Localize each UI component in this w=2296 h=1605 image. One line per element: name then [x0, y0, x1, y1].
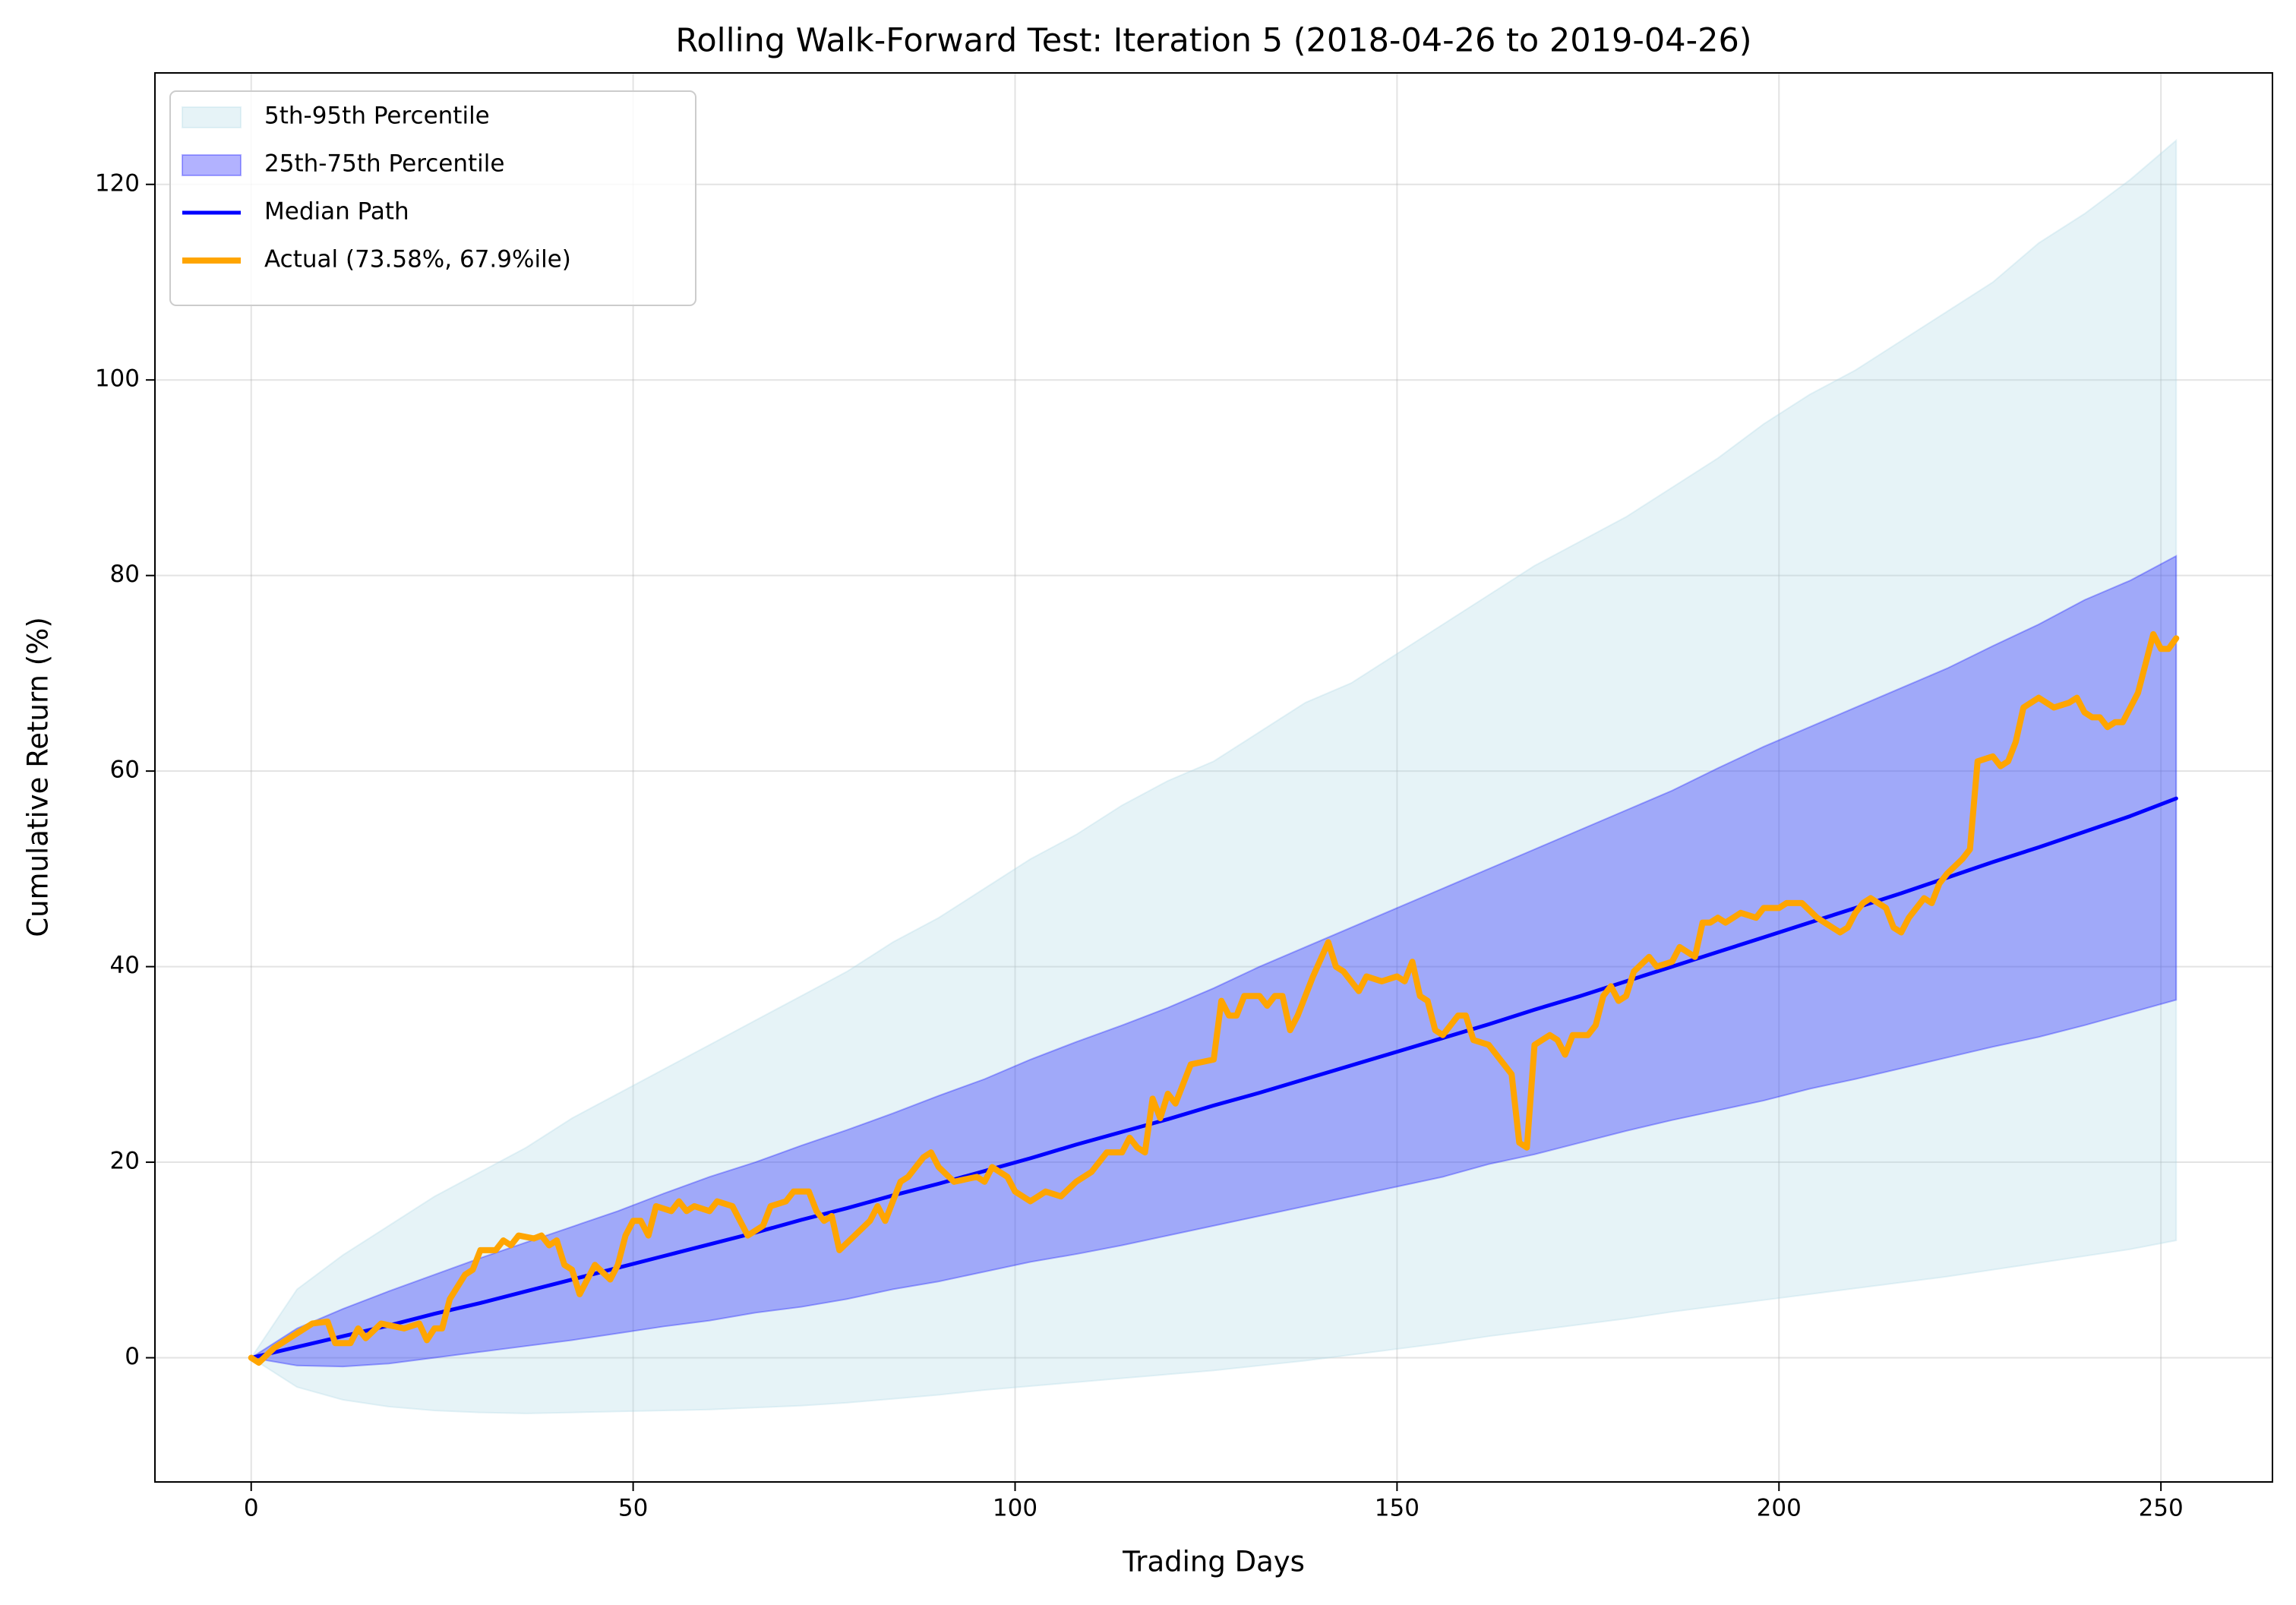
legend-label: Actual (73.58%, 67.9%ile) [264, 246, 571, 273]
legend-label: 5th-95th Percentile [264, 103, 490, 130]
plot-area [248, 138, 2180, 1414]
x-tick-label: 100 [993, 1495, 1037, 1522]
band [249, 554, 2178, 1368]
y-tick-label: 100 [95, 365, 140, 393]
band [250, 138, 2178, 1414]
x-tick-label: 250 [2139, 1495, 2184, 1522]
x-tick-label: 150 [1375, 1495, 1420, 1522]
x-axis-label: Trading Days [1122, 1546, 1305, 1578]
y-tick-label: 120 [95, 169, 140, 197]
y-tick-label: 60 [110, 757, 140, 784]
legend-swatch [182, 106, 242, 128]
y-tick-label: 20 [110, 1148, 140, 1175]
y-tick-label: 80 [110, 561, 140, 588]
y-tick-label: 40 [110, 952, 140, 979]
x-tick-label: 200 [1757, 1495, 1802, 1522]
line [248, 630, 2180, 1366]
legend-label: 25th-75th Percentile [264, 150, 504, 178]
x-tick-label: 0 [244, 1495, 259, 1522]
legend-label: Median Path [264, 198, 409, 226]
x-tick-label: 50 [618, 1495, 648, 1522]
y-axis-label: Cumulative Return (%) [22, 617, 55, 937]
chart-title: Rolling Walk-Forward Test: Iteration 5 (… [675, 22, 1751, 60]
y-tick-label: 0 [125, 1343, 140, 1370]
legend-frame [169, 90, 696, 306]
legend-swatch [182, 154, 242, 176]
axes-frame [154, 72, 2273, 1483]
